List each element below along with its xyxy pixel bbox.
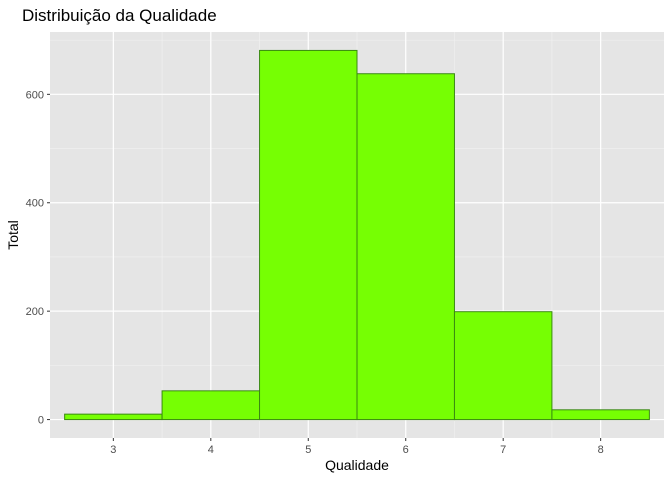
bar-3 [64,413,163,421]
x-tick-label: 3 [110,444,116,456]
chart-title: Distribuição da Qualidade [22,6,217,25]
y-tick-label: 400 [26,198,44,210]
x-axis-title: Qualidade [325,457,389,473]
x-tick-label: 7 [500,444,506,456]
bar-8 [551,409,650,421]
bar-6 [356,73,455,421]
x-tick-label: 4 [208,444,214,456]
x-axis-ticks: 3 4 5 6 7 8 [110,438,604,456]
y-tick-label: 200 [26,306,44,318]
bars [64,49,650,421]
y-tick-label: 600 [26,89,44,101]
y-tick-label: 0 [38,415,44,427]
bar-4 [161,390,261,421]
x-tick-label: 8 [598,444,604,456]
x-tick-label: 5 [305,444,311,456]
y-axis-title: Total [5,220,21,250]
bar-7 [453,311,553,421]
y-axis-ticks: 0 200 400 600 [26,89,50,427]
x-tick-label: 6 [403,444,409,456]
bar-5 [259,49,358,421]
